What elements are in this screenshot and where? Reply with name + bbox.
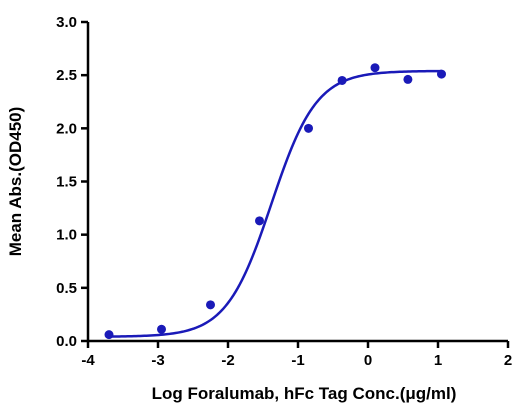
x-tick-label: -2 [221,352,234,369]
data-point [157,324,166,334]
data-point [437,69,446,79]
data-point [255,216,264,226]
y-axis-title: Mean Abs.(OD450) [6,107,25,257]
data-points [104,63,446,340]
x-tick-label: 0 [364,352,372,369]
data-point [370,63,380,73]
y-ticks: 0.0 0.5 1.0 1.5 2.0 2.5 3.0 [56,14,88,350]
x-tick-label: -3 [151,352,164,369]
data-point [206,300,215,310]
y-tick-label: 1.0 [56,227,77,244]
y-tick-label: 0.5 [56,280,77,297]
axes [86,22,508,343]
data-point [337,75,347,85]
x-tick-label: 2 [504,352,512,369]
y-tick-label: 2.0 [56,120,77,137]
y-tick-label: 1.5 [56,174,77,191]
data-point [403,74,413,84]
fitted-curve-line [108,69,442,338]
x-tick-label: 1 [434,352,442,369]
y-tick-label: 3.0 [56,14,77,31]
x-ticks: -4 -3 -2 -1 0 1 2 [81,341,512,369]
x-axis-title: Log Foralumab, hFc Tag Conc.(μg/ml) [152,384,457,403]
data-point [104,330,114,340]
x-tick-label: -1 [291,352,304,369]
y-tick-label: 2.5 [56,67,77,84]
data-point [304,123,313,133]
y-tick-label: 0.0 [56,333,77,350]
x-tick-label: -4 [81,352,95,369]
